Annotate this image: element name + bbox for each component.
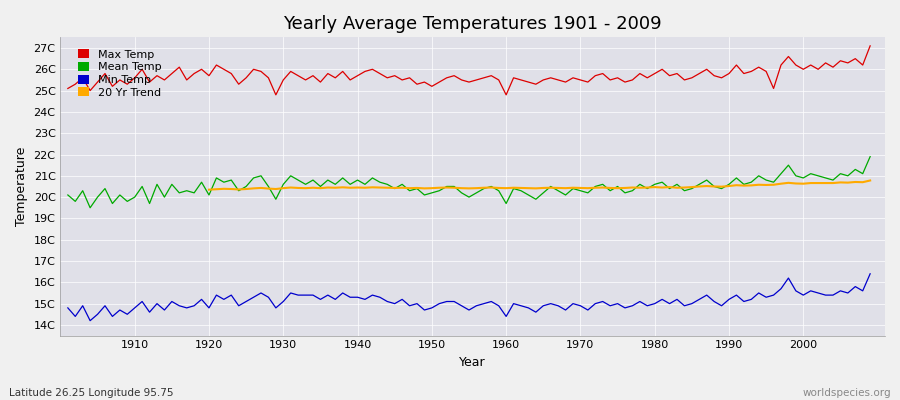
Legend: Max Temp, Mean Temp, Min Temp, 20 Yr Trend: Max Temp, Mean Temp, Min Temp, 20 Yr Tre… (74, 46, 165, 101)
X-axis label: Year: Year (459, 356, 486, 369)
Text: Latitude 26.25 Longitude 95.75: Latitude 26.25 Longitude 95.75 (9, 388, 174, 398)
Title: Yearly Average Temperatures 1901 - 2009: Yearly Average Temperatures 1901 - 2009 (284, 15, 662, 33)
Text: worldspecies.org: worldspecies.org (803, 388, 891, 398)
Y-axis label: Temperature: Temperature (15, 147, 28, 226)
